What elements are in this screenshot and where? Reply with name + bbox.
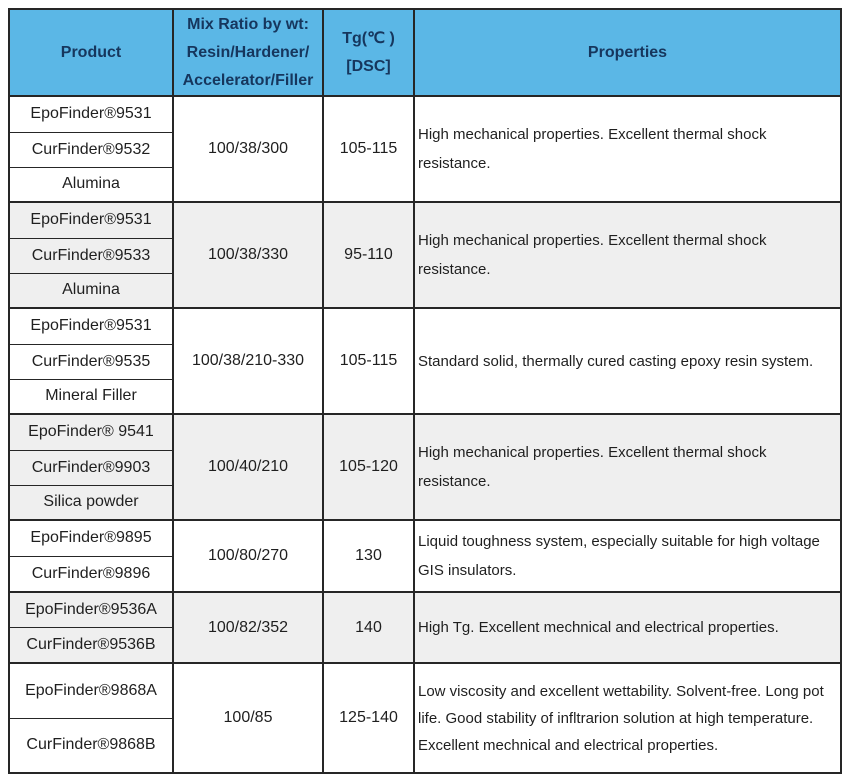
properties-cell: High mechanical properties. Excellent th… [413, 201, 842, 309]
table-row: CurFinder®9896 [8, 555, 841, 593]
properties-cell: Low viscosity and excellent wettability.… [413, 662, 842, 774]
product-cell: EpoFinder®9531 [8, 307, 174, 345]
header-mix-ratio-line-1: Mix Ratio by wt: [187, 15, 309, 33]
product-cell: EpoFinder®9868A [8, 662, 174, 719]
product-cell: EpoFinder®9895 [8, 519, 174, 557]
table-row: EpoFinder®9531 100/38/330 95-110 High me… [8, 201, 842, 309]
properties-cell: High Tg. Excellent mechnical and electri… [413, 591, 842, 664]
mix-ratio-cell: 100/80/270 [172, 519, 324, 593]
tg-cell: 105-120 [322, 413, 415, 521]
table-row: CurFinder®9532 [8, 131, 841, 168]
header-mix-ratio-line-2: Resin/Hardener/ [186, 43, 310, 61]
tg-cell: 105-115 [322, 307, 415, 415]
table-row: EpoFinder®9895 100/80/270 130 Liquid tou… [8, 519, 842, 593]
product-cell: Silica powder [8, 484, 174, 521]
header-mix-ratio: Mix Ratio by wt: Resin/Hardener/ Acceler… [172, 8, 324, 97]
header-product: Product [8, 8, 174, 97]
table-row: Alumina [8, 166, 841, 203]
table-row: Alumina [8, 272, 841, 309]
table-row: Mineral Filler [8, 378, 841, 415]
properties-cell: Standard solid, thermally cured casting … [413, 307, 842, 415]
product-cell: Alumina [8, 166, 174, 203]
tg-cell: 140 [322, 591, 415, 664]
mix-ratio-cell: 100/38/330 [172, 201, 324, 309]
table-row: CurFinder®9868B [8, 717, 841, 774]
table-row: CurFinder®9535 [8, 343, 841, 380]
product-cell: CurFinder®9532 [8, 131, 174, 168]
product-cell: CurFinder®9896 [8, 555, 174, 593]
properties-cell: High mechanical properties. Excellent th… [413, 95, 842, 203]
tg-cell: 125-140 [322, 662, 415, 774]
tg-cell: 105-115 [322, 95, 415, 203]
product-cell: CurFinder®9868B [8, 717, 174, 774]
header-tg-line-2: [DSC] [346, 57, 391, 75]
header-row: Product Mix Ratio by wt: Resin/Hardener/… [8, 8, 842, 97]
product-cell: CurFinder®9535 [8, 343, 174, 380]
header-tg: Tg(℃ ) [DSC] [322, 8, 415, 97]
table-row: Silica powder [8, 484, 841, 521]
mix-ratio-cell: 100/38/210-330 [172, 307, 324, 415]
properties-cell: High mechanical properties. Excellent th… [413, 413, 842, 521]
table-row: CurFinder®9903 [8, 449, 841, 486]
table-row: EpoFinder®9531 100/38/300 105-115 High m… [8, 95, 842, 203]
product-cell: Alumina [8, 272, 174, 309]
mix-ratio-cell: 100/82/352 [172, 591, 324, 664]
table-row: EpoFinder®9531 100/38/210-330 105-115 St… [8, 307, 842, 415]
header-mix-ratio-line-3: Accelerator/Filler [182, 71, 314, 89]
mix-ratio-cell: 100/38/300 [172, 95, 324, 203]
product-cell: EpoFinder®9531 [8, 95, 174, 133]
product-spec-table: Product Mix Ratio by wt: Resin/Hardener/… [8, 8, 842, 774]
product-cell: EpoFinder®9531 [8, 201, 174, 239]
product-cell: CurFinder®9533 [8, 237, 174, 274]
tg-cell: 95-110 [322, 201, 415, 309]
product-cell: Mineral Filler [8, 378, 174, 415]
product-cell: EpoFinder® 9541 [8, 413, 174, 451]
header-properties: Properties [413, 8, 842, 97]
table-row: EpoFinder®9868A 100/85 125-140 Low visco… [8, 662, 842, 774]
table-row: CurFinder®9536B [8, 626, 841, 664]
product-cell: CurFinder®9536B [8, 626, 174, 664]
mix-ratio-cell: 100/85 [172, 662, 324, 774]
tg-cell: 130 [322, 519, 415, 593]
table-row: EpoFinder® 9541 100/40/210 105-120 High … [8, 413, 842, 521]
properties-cell: Liquid toughness system, especially suit… [413, 519, 842, 593]
header-tg-line-1: Tg(℃ ) [342, 29, 395, 47]
mix-ratio-cell: 100/40/210 [172, 413, 324, 521]
product-cell: EpoFinder®9536A [8, 591, 174, 628]
product-cell: CurFinder®9903 [8, 449, 174, 486]
table-row: EpoFinder®9536A 100/82/352 140 High Tg. … [8, 591, 842, 664]
